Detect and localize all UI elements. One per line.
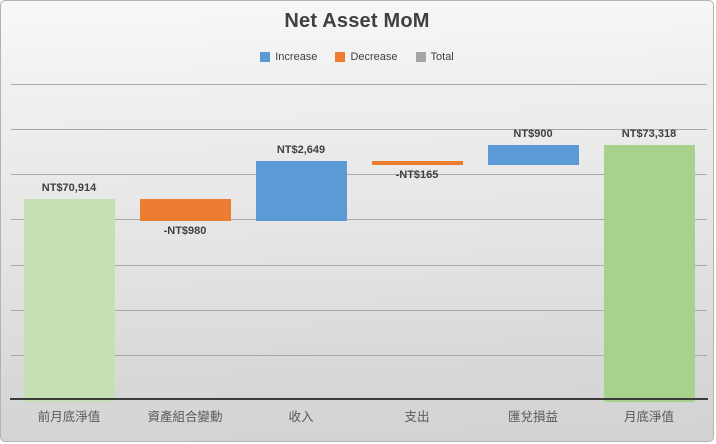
gridline (11, 355, 707, 356)
x-axis-line (10, 398, 708, 400)
waterfall-bar-increase (255, 161, 347, 221)
category-label: 匯兌損益 (507, 410, 558, 424)
bar-value-label: NT$70,914 (41, 181, 97, 194)
gridline (11, 310, 707, 311)
category-label: 收入 (288, 410, 314, 424)
waterfall-bar-increase (487, 144, 579, 165)
legend-swatch-increase (260, 52, 271, 62)
gridline (11, 174, 707, 175)
waterfall-bar-total (603, 144, 695, 402)
waterfall-bar-decrease (139, 198, 231, 221)
category-label: 資產組合變動 (147, 410, 223, 424)
waterfall-bar-decrease (371, 161, 463, 165)
gridline (11, 219, 707, 220)
legend-label: Increase (275, 51, 318, 63)
legend-item-increase: Increase (260, 51, 317, 63)
bar-value-label: -NT$165 (395, 168, 439, 181)
bar-value-label: NT$2,649 (276, 144, 326, 157)
waterfall-bar-total (23, 198, 115, 402)
bar-value-label: NT$900 (513, 127, 553, 140)
legend-swatch-decrease (335, 52, 346, 62)
gridline (11, 265, 707, 266)
legend-swatch-total (415, 52, 426, 62)
category-label: 支出 (404, 410, 430, 424)
gridline (11, 129, 707, 130)
bar-value-label: -NT$980 (163, 224, 207, 237)
legend-item-decrease: Decrease (335, 51, 398, 63)
gridline (11, 84, 707, 85)
chart-title: Net Asset MoM (284, 10, 430, 32)
category-label: 前月底淨值 (37, 410, 101, 424)
legend-item-total: Total (415, 51, 454, 63)
bar-value-label: NT$73,318 (621, 127, 677, 140)
category-label: 月底淨值 (623, 410, 674, 424)
legend-label: Decrease (350, 51, 398, 63)
legend-label: Total (430, 51, 454, 63)
legend: Increase Decrease Total (1, 51, 713, 63)
